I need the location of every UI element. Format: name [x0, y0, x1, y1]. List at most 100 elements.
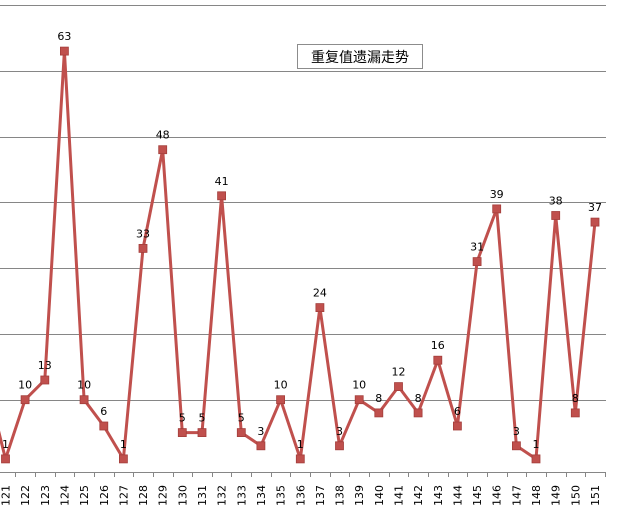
data-label: 48 [156, 129, 170, 142]
data-point-marker [295, 454, 305, 464]
data-point-marker [374, 408, 384, 418]
data-label: 10 [274, 379, 288, 392]
data-label: 33 [136, 227, 150, 240]
x-tick-label: 128 [137, 485, 150, 506]
data-point-marker [119, 454, 128, 464]
data-label: 24 [313, 287, 327, 300]
x-tick-label: 146 [491, 485, 504, 506]
data-point-marker [512, 441, 521, 451]
data-point-marker [197, 428, 207, 438]
series-line-group [0, 49, 597, 461]
x-tick-label: 133 [235, 485, 248, 506]
data-point-marker [315, 303, 325, 313]
data-label: 1 [297, 438, 304, 451]
x-tick-label: 124 [58, 485, 71, 506]
data-label: 12 [392, 366, 406, 379]
x-tick-label: 131 [196, 485, 209, 506]
x-tick-label: 136 [294, 485, 307, 506]
data-label: 10 [352, 379, 366, 392]
data-point-marker [354, 395, 364, 405]
data-label: 63 [57, 30, 71, 43]
x-tick-label: 151 [589, 485, 602, 506]
data-point-marker [236, 428, 246, 438]
x-tick-label: 135 [275, 485, 288, 506]
x-tick-label: 141 [393, 485, 406, 506]
data-label: 6 [454, 405, 461, 418]
data-label: 8 [572, 392, 579, 405]
gridlines [0, 5, 606, 401]
data-label: 5 [179, 412, 186, 425]
data-label: 8 [415, 392, 422, 405]
data-point-marker [452, 421, 462, 431]
data-point-marker [276, 395, 286, 405]
data-point-marker [20, 395, 30, 405]
x-tick-label: 147 [510, 485, 523, 506]
data-point-marker [158, 145, 168, 155]
x-tick-label: 137 [314, 485, 327, 506]
x-tick-label: 121 [0, 485, 13, 506]
x-tick-labels: 121 122 123 124 125 126 127 128 129 130 131 132 133 1… [0, 485, 602, 506]
data-point-marker [413, 408, 423, 418]
x-tick-label: 130 [176, 485, 189, 506]
data-point-marker [472, 257, 482, 267]
x-tick-label: 129 [157, 485, 170, 506]
data-point-marker [60, 46, 69, 56]
data-label: 1 [2, 438, 9, 451]
x-tick-label: 150 [569, 485, 582, 506]
data-label: 39 [490, 188, 504, 201]
data-label: 13 [38, 359, 52, 372]
data-point-marker [394, 382, 403, 392]
data-point-marker [492, 204, 502, 214]
data-point-marker [256, 441, 266, 451]
data-point-marker [433, 355, 443, 365]
markers-group [1, 46, 600, 464]
data-point-marker [570, 408, 580, 418]
x-tick-label: 122 [19, 485, 32, 506]
data-point-marker [40, 375, 50, 385]
data-label: 3 [513, 425, 520, 438]
data-label: 5 [238, 412, 245, 425]
data-label: 16 [431, 339, 445, 352]
data-point-marker [551, 211, 561, 220]
x-tick-label: 142 [412, 485, 425, 506]
data-label: 8 [375, 392, 382, 405]
chart-title: 重复值遗漏走势 [297, 44, 423, 69]
data-label: 37 [588, 201, 602, 214]
data-label: 3 [336, 425, 343, 438]
data-point-marker [138, 243, 148, 253]
data-point-marker [79, 395, 89, 405]
x-tick-label: 127 [117, 485, 130, 506]
x-tick-label: 144 [451, 485, 464, 506]
x-tick-label: 143 [432, 485, 445, 506]
x-axis [0, 472, 606, 477]
data-point-marker [1, 454, 10, 464]
x-tick-label: 145 [471, 485, 484, 506]
data-point-marker [335, 441, 344, 451]
data-label: 3 [257, 425, 264, 438]
data-point-marker [590, 217, 600, 227]
data-label: 5 [199, 412, 206, 425]
x-tick-label: 139 [353, 485, 366, 506]
data-label: 6 [100, 405, 107, 418]
data-point-marker [99, 421, 109, 431]
data-point-marker [531, 454, 541, 464]
x-tick-label: 134 [255, 485, 268, 506]
data-label: 10 [18, 379, 32, 392]
data-label: 1 [120, 438, 127, 451]
data-label: 38 [549, 195, 563, 208]
x-tick-label: 126 [98, 485, 111, 506]
x-tick-label: 149 [550, 485, 563, 506]
x-tick-label: 138 [334, 485, 347, 506]
x-tick-label: 123 [39, 485, 52, 506]
data-point-marker [217, 191, 227, 201]
x-tick-label: 132 [216, 485, 229, 506]
x-tick-label: 125 [78, 485, 91, 506]
data-label: 10 [77, 379, 91, 392]
x-tick-label: 148 [530, 485, 543, 506]
data-label: 31 [470, 241, 484, 254]
data-label: 1 [533, 438, 540, 451]
x-tick-label: 140 [373, 485, 386, 506]
